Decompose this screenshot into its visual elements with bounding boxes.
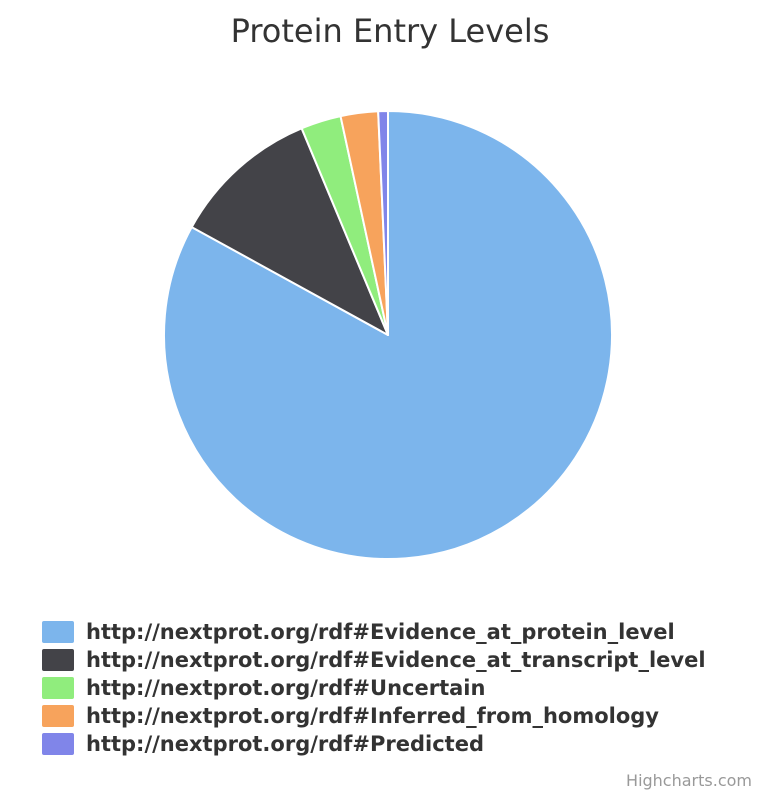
legend-label: http://nextprot.org/rdf#Inferred_from_ho… <box>86 704 659 728</box>
legend-label: http://nextprot.org/rdf#Predicted <box>86 732 484 756</box>
legend-item-3[interactable]: http://nextprot.org/rdf#Inferred_from_ho… <box>42 702 706 730</box>
pie-slice-4[interactable] <box>377 110 389 336</box>
legend-swatch <box>42 705 74 727</box>
legend-label: http://nextprot.org/rdf#Uncertain <box>86 676 486 700</box>
legend-swatch <box>42 733 74 755</box>
legend-label: http://nextprot.org/rdf#Evidence_at_prot… <box>86 620 675 644</box>
legend-item-0[interactable]: http://nextprot.org/rdf#Evidence_at_prot… <box>42 618 706 646</box>
chart-title: Protein Entry Levels <box>230 12 550 50</box>
pie-slice-0[interactable] <box>163 110 613 560</box>
credits-link[interactable]: Highcharts.com <box>626 771 752 790</box>
legend-swatch <box>42 677 74 699</box>
legend-label: http://nextprot.org/rdf#Evidence_at_tran… <box>86 648 706 672</box>
legend-item-1[interactable]: http://nextprot.org/rdf#Evidence_at_tran… <box>42 646 706 674</box>
legend-swatch <box>42 649 74 671</box>
legend: http://nextprot.org/rdf#Evidence_at_prot… <box>42 618 706 758</box>
legend-item-2[interactable]: http://nextprot.org/rdf#Uncertain <box>42 674 706 702</box>
pie-slice-1[interactable] <box>190 127 389 336</box>
legend-swatch <box>42 621 74 643</box>
pie-chart <box>163 110 613 560</box>
legend-item-4[interactable]: http://nextprot.org/rdf#Predicted <box>42 730 706 758</box>
